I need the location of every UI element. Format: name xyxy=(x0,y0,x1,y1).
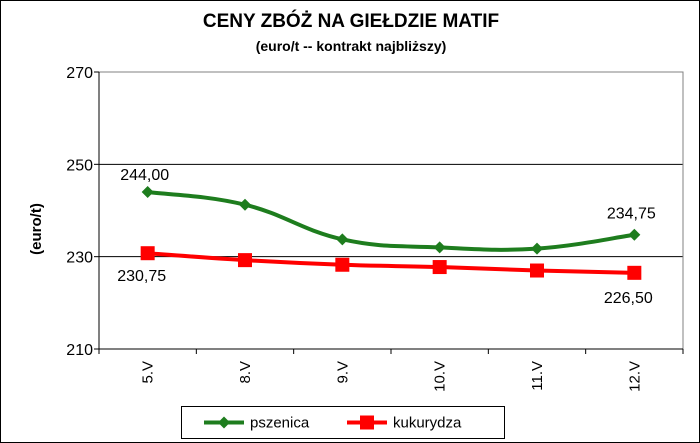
data-point-pszenica xyxy=(433,241,446,254)
data-point-kukurydza xyxy=(238,253,252,268)
y-tick-label: 270 xyxy=(66,65,93,82)
data-point-kukurydza xyxy=(335,257,350,272)
chart-subtitle: (euro/t -- kontrakt najbliższy) xyxy=(255,38,447,54)
y-axis-label: (euro/t) xyxy=(28,203,45,255)
legend-marker-pszenica xyxy=(218,416,230,429)
legend-label: pszenica xyxy=(250,415,310,432)
data-point-pszenica xyxy=(531,242,543,255)
legend-label: kukurydza xyxy=(393,415,462,432)
y-tick-label: 230 xyxy=(66,250,93,267)
series-line-kukurydza xyxy=(145,251,637,275)
y-tick-label: 210 xyxy=(66,342,93,359)
x-tick-label: 10.V xyxy=(432,361,449,392)
x-tick-label: 5.V xyxy=(140,361,157,384)
series-line-pszenica xyxy=(145,190,637,252)
legend-marker-kukurydza xyxy=(360,415,374,430)
plot-area xyxy=(98,71,684,350)
data-point-kukurydza xyxy=(627,265,642,280)
data-label: 234,75 xyxy=(607,206,656,223)
data-point-kukurydza xyxy=(140,246,155,261)
x-tick-label: 9.V xyxy=(334,361,351,384)
data-point-pszenica xyxy=(336,233,349,246)
data-point-pszenica xyxy=(239,198,251,211)
chart-title: CENY ZBÓŻ NA GIEŁDZIE MATIF xyxy=(202,11,500,32)
data-point-pszenica xyxy=(628,228,641,241)
data-label: 230,75 xyxy=(117,268,166,285)
data-point-kukurydza xyxy=(432,260,447,275)
data-point-kukurydza xyxy=(530,263,544,278)
y-tick-label: 250 xyxy=(66,157,93,174)
data-point-pszenica xyxy=(141,186,154,199)
x-tick-label: 12.V xyxy=(626,361,643,392)
legend-svg: pszenica kukurydza xyxy=(204,415,462,432)
x-tick-label: 8.V xyxy=(237,361,254,384)
legend: pszenica kukurydza xyxy=(181,406,505,439)
data-label: 226,50 xyxy=(604,290,653,307)
x-tick-label: 11.V xyxy=(529,361,546,391)
data-label: 244,00 xyxy=(120,167,169,184)
